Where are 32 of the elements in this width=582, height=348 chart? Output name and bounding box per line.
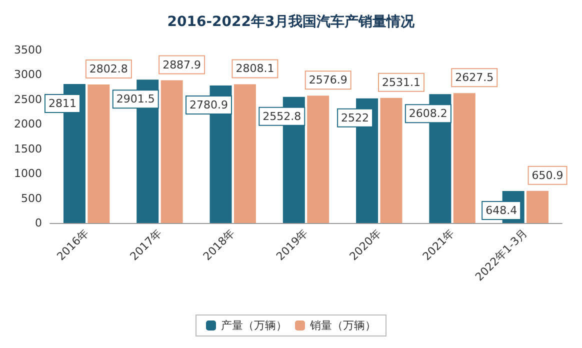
bar [88,84,110,223]
data-label: 2608.2 [408,107,448,120]
bar [234,84,256,223]
data-label: 2887.9 [162,58,202,72]
y-tick-label: 1500 [14,142,42,156]
chart-title: 2016-2022年3月我国汽车产销量情况 [167,13,416,30]
data-label: 2901.5 [116,92,155,106]
y-tick-label: 2500 [14,92,42,106]
legend-label: 产量（万辆） [221,319,287,332]
data-label: 648.4 [486,204,518,217]
data-label: 2576.9 [308,74,348,87]
data-label: 2531.1 [382,76,420,89]
bar [526,190,549,223]
legend-label: 销量（万辆） [309,319,376,332]
data-label: 2808.1 [236,62,274,76]
bar [453,93,476,223]
bar [380,98,402,223]
data-label: 2522 [341,111,370,124]
y-tick-label: 1000 [14,167,42,180]
data-label: 2780.9 [190,98,228,112]
y-tick-label: 0 [35,216,42,230]
data-label: 2802.8 [89,62,128,76]
y-tick-label: 3500 [14,44,42,56]
y-tick-label: 3000 [14,68,42,82]
y-tick-label: 2000 [14,118,42,131]
data-label: 2627.5 [455,71,494,84]
data-label: 2552.8 [262,110,302,123]
bar [307,96,330,223]
data-label: 2811 [48,97,76,110]
bar [160,80,183,223]
y-tick-label: 500 [21,192,42,205]
data-label: 650.9 [532,168,564,182]
